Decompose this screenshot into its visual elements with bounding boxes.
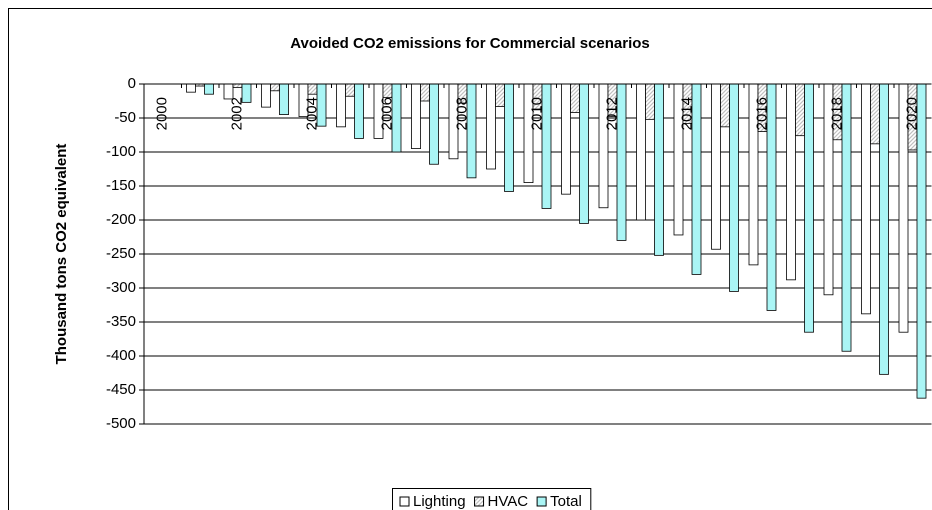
x-tick-label: 2012 (604, 97, 621, 130)
chart-title: Avoided CO2 emissions for Commercial sce… (290, 35, 650, 52)
y-tick-label: -400 (106, 347, 136, 364)
x-tick-label: 2000 (154, 97, 171, 130)
bar (645, 83, 655, 120)
y-tick-label: -50 (114, 109, 136, 126)
bar (279, 83, 289, 116)
x-tick-label: 2016 (754, 97, 771, 130)
bar (495, 83, 505, 107)
y-tick-label: -500 (106, 415, 136, 432)
x-tick-label: 2010 (529, 97, 546, 130)
y-tick-label: -300 (106, 279, 136, 296)
bar (411, 83, 421, 149)
bar (786, 83, 796, 281)
bar (561, 83, 571, 195)
y-tick-label: -450 (106, 381, 136, 398)
legend-label: HVAC (488, 493, 529, 510)
x-tick-label: 2006 (379, 97, 396, 130)
y-tick-label: -350 (106, 313, 136, 330)
bar (861, 83, 871, 315)
bar (711, 83, 721, 250)
bar (879, 83, 889, 375)
y-tick-label: -250 (106, 245, 136, 262)
legend-swatch (399, 496, 410, 507)
y-tick-label: 0 (128, 75, 136, 92)
x-tick-label: 2018 (829, 97, 846, 130)
bar (720, 83, 730, 128)
bar (486, 83, 496, 170)
legend-swatch (474, 496, 485, 507)
y-tick-label: -100 (106, 143, 136, 160)
bar (795, 83, 805, 137)
bar (186, 83, 196, 93)
bar (504, 83, 514, 192)
bar (382, 83, 393, 99)
y-tick-label: -200 (106, 211, 136, 228)
bar (579, 83, 589, 224)
x-tick-label: 2008 (454, 97, 471, 130)
bar (570, 83, 580, 113)
bar (636, 83, 646, 221)
bar (307, 83, 318, 95)
legend-label: Lighting (413, 493, 466, 510)
bar (804, 83, 814, 333)
bar (429, 83, 439, 165)
legend-label: Total (550, 493, 582, 510)
x-tick-label: 2002 (229, 97, 246, 130)
legend: Lighting HVAC Total (392, 488, 592, 510)
y-tick-label: -150 (106, 177, 136, 194)
x-tick-label: 2020 (904, 97, 921, 130)
bar (261, 83, 271, 108)
y-axis-label: Thousand tons CO2 equivalent (53, 144, 70, 365)
bar (345, 83, 355, 97)
bar (354, 83, 364, 139)
bar (232, 83, 243, 88)
bar (204, 83, 214, 95)
bar (336, 83, 346, 128)
legend-swatch (536, 496, 547, 507)
bar (223, 83, 234, 100)
bar (270, 83, 280, 92)
bar (420, 83, 430, 102)
bar (729, 83, 739, 292)
bar (870, 83, 880, 145)
x-tick-label: 2014 (679, 97, 696, 130)
bar (654, 83, 664, 256)
x-tick-label: 2004 (304, 97, 321, 130)
